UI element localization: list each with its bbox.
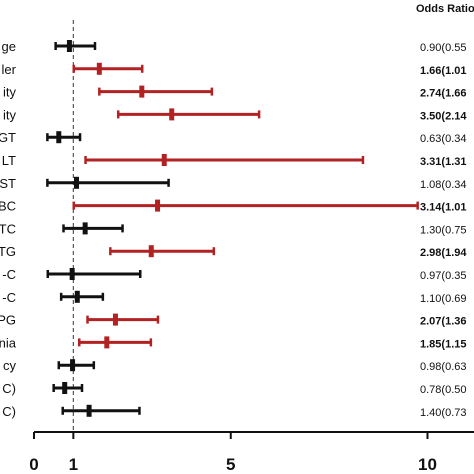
forest-row: -C 0.97(0.35 — [2, 267, 466, 282]
forest-row: TC 1.30(0.75 — [0, 221, 466, 236]
or-value-text: 1.66(1.01 — [420, 65, 466, 77]
forest-row: BC 3.14(1.01 — [0, 199, 466, 214]
forest-row: nia 1.85(1.15 — [0, 335, 466, 350]
x-ticks-group: 0 1 5 10 — [29, 432, 437, 474]
odds-ratio-marker — [86, 404, 92, 417]
row-label: GT — [0, 130, 16, 145]
odds-ratio-marker — [112, 313, 118, 326]
odds-ratio-marker — [73, 176, 79, 189]
row-label: ity — [3, 85, 17, 100]
or-value-text: 1.10(0.69 — [420, 293, 466, 305]
or-value-text: 2.07(1.36 — [420, 316, 466, 328]
row-label: -C — [2, 267, 16, 282]
odds-ratio-marker — [56, 131, 62, 144]
row-label: C) — [2, 381, 16, 396]
row-label: C) — [2, 404, 16, 419]
row-label: -C — [2, 290, 16, 305]
forest-row: ge 0.90(0.55 — [2, 39, 467, 54]
odds-ratio-marker — [169, 108, 175, 121]
row-label: TC — [0, 221, 16, 236]
forest-row: TG 2.98(1.94 — [0, 244, 467, 259]
or-value-text: 0.63(0.34 — [420, 133, 466, 145]
odds-ratio-marker — [139, 85, 145, 98]
or-value-text: 0.78(0.50 — [420, 384, 466, 396]
or-value-text: 3.14(1.01 — [420, 202, 466, 214]
forest-row: ity 3.50(2.14 — [3, 107, 467, 122]
x-tick-label: 5 — [226, 455, 235, 474]
row-label: ler — [2, 62, 17, 77]
x-tick-label: 10 — [418, 455, 437, 474]
odds-ratio-marker — [148, 245, 154, 258]
odds-ratio-marker — [62, 382, 68, 394]
or-value-text: 1.30(0.75 — [420, 224, 466, 236]
forest-row: C) 0.78(0.50 — [2, 381, 466, 396]
odds-ratio-marker — [161, 154, 167, 166]
odds-ratio-marker — [70, 359, 76, 372]
forest-row: ST 1.08(0.34 — [0, 176, 466, 191]
forest-row: ity 2.74(1.66 — [3, 85, 466, 100]
odds-ratio-marker — [69, 268, 75, 280]
x-tick-label: 0 — [29, 455, 38, 474]
or-value-text: 2.74(1.66 — [420, 88, 466, 100]
odds-ratio-marker — [82, 222, 88, 235]
forest-row: ler 1.66(1.01 — [2, 62, 467, 77]
or-value-text: 1.40(0.73 — [420, 407, 466, 419]
forest-row: PG 2.07(1.36 — [0, 313, 466, 328]
or-value-text: 0.98(0.63 — [420, 361, 466, 373]
or-value-text: 3.50(2.14 — [420, 110, 467, 122]
odds-ratio-marker — [155, 199, 161, 212]
odds-ratio-marker — [66, 40, 72, 52]
or-value-text: 3.31(1.31 — [420, 156, 466, 168]
forest-row: cy 0.98(0.63 — [3, 358, 466, 373]
rows-group: ge 0.90(0.55 ler 1.66(1.01 ity 2.74(1.66 ity 3.… — [0, 39, 467, 419]
row-label: PG — [0, 313, 16, 328]
odds-ratio-marker — [96, 62, 102, 75]
or-value-text: 0.97(0.35 — [420, 270, 466, 282]
row-label: nia — [0, 335, 17, 350]
forest-row: C) 1.40(0.73 — [2, 404, 466, 419]
odds-ratio-marker — [104, 336, 110, 349]
odds-ratio-marker — [74, 290, 80, 303]
row-label: BC — [0, 199, 16, 214]
or-value-text: 0.90(0.55 — [420, 42, 466, 54]
forest-row: GT 0.63(0.34 — [0, 130, 466, 145]
row-label: LT — [2, 153, 16, 168]
or-value-text: 1.08(0.34 — [420, 179, 466, 191]
forest-row: -C 1.10(0.69 — [2, 290, 466, 305]
or-value-text: 1.85(1.15 — [420, 338, 466, 350]
x-tick-label: 1 — [69, 455, 78, 474]
row-label: ity — [3, 107, 17, 122]
row-label: TG — [0, 244, 16, 259]
row-label: cy — [3, 358, 17, 373]
or-value-text: 2.98(1.94 — [420, 247, 467, 259]
odds-ratio-header: Odds Ratio — [416, 3, 474, 15]
row-label: ge — [2, 39, 16, 54]
row-label: ST — [0, 176, 16, 191]
forest-row: LT 3.31(1.31 — [2, 153, 467, 168]
